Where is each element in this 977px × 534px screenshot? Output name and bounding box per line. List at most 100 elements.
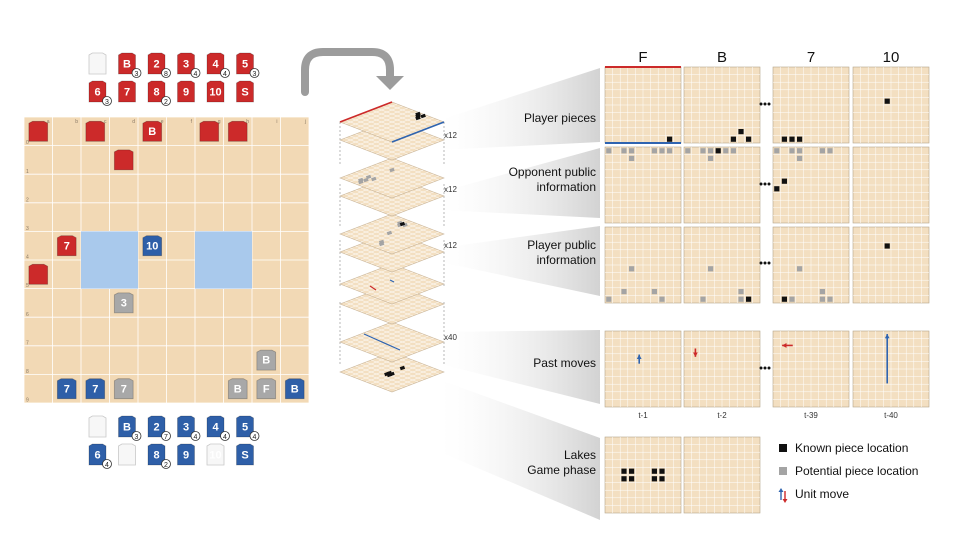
ellipsis-dot	[763, 366, 767, 370]
piece-label: 2	[153, 421, 159, 433]
move-arrow	[369, 285, 377, 291]
potential-mark	[378, 239, 385, 245]
feature-panel	[604, 226, 682, 304]
game-piece: 28	[147, 52, 171, 78]
layer-grid	[376, 245, 429, 267]
layer-grid	[386, 323, 439, 345]
feature-panel	[683, 330, 761, 408]
known-mark	[399, 365, 406, 371]
potential-cell	[708, 155, 714, 161]
row-label: 8	[26, 369, 29, 375]
icon-head	[782, 499, 788, 503]
column-label: g	[218, 119, 221, 125]
column-header: F	[638, 49, 647, 66]
count-badge-label: 8	[164, 71, 168, 78]
count-badge-label: 2	[164, 462, 168, 469]
potential-cell	[651, 289, 657, 295]
game-piece: 9	[177, 443, 195, 466]
layer-grid	[381, 117, 434, 139]
known-cell	[629, 468, 635, 474]
piece-label: 5	[242, 421, 248, 433]
time-label: t-2	[717, 411, 727, 420]
known-mark	[389, 371, 395, 377]
potential-cell	[629, 148, 635, 154]
layer-grid	[371, 333, 424, 355]
piece-body	[113, 292, 134, 314]
row-label-line: information	[537, 253, 596, 267]
piece-body	[118, 80, 136, 103]
game-piece	[88, 52, 107, 75]
column-label: f	[191, 119, 193, 125]
count-badge-label: 4	[253, 434, 257, 441]
potential-cell	[723, 148, 729, 154]
layer-grid	[386, 159, 439, 181]
piece-body	[199, 120, 220, 142]
potential-cell	[629, 155, 635, 161]
row-label: 0	[26, 140, 29, 146]
row-label-line: Opponent public	[509, 165, 596, 179]
layer-grid	[386, 119, 439, 141]
known-cell	[659, 468, 665, 474]
piece-label: B	[123, 421, 131, 433]
feature-panel	[604, 66, 682, 144]
layer-grid	[376, 269, 429, 291]
piece-label: 4	[212, 421, 219, 433]
row-label: 5	[26, 283, 29, 289]
time-label: t-39	[804, 411, 818, 420]
feature-panel	[604, 436, 682, 514]
layer-grid	[376, 171, 429, 193]
game-piece	[28, 263, 49, 285]
row-label: 3	[26, 226, 29, 232]
count-badge-label: 3	[135, 434, 139, 441]
layer-grid	[371, 187, 424, 209]
piece-label: 7	[64, 383, 70, 395]
layer-grid	[365, 361, 419, 383]
piece-label: 8	[153, 86, 159, 98]
row-label: Lakes Game phase	[527, 448, 596, 477]
game-piece: 9	[177, 80, 195, 103]
layer-grid	[381, 161, 434, 183]
game-piece: 82	[147, 443, 171, 469]
piece-body	[85, 378, 106, 400]
game-piece: B	[256, 349, 277, 371]
layer-grid	[381, 299, 434, 321]
count-badge	[220, 431, 230, 441]
feature-panel	[772, 146, 850, 224]
game-piece	[118, 443, 136, 466]
potential-cell	[819, 296, 825, 302]
ellipsis-dot	[767, 366, 771, 370]
row-label: 4	[26, 255, 29, 261]
layer-grid	[381, 105, 434, 127]
layer-grid	[386, 281, 439, 303]
layer-grid	[386, 301, 439, 323]
column-label: j	[304, 119, 306, 125]
piece-label: S	[241, 449, 248, 461]
layer-grid	[371, 221, 424, 243]
count-badge	[161, 68, 171, 78]
layer-grid	[381, 191, 434, 213]
count-badge	[161, 431, 171, 441]
feature-panel	[683, 146, 761, 224]
game-piece	[227, 120, 248, 142]
count-badge-label: 4	[223, 71, 227, 78]
game-piece: B3	[118, 52, 142, 78]
row-label-line: Game phase	[527, 463, 596, 477]
layer-grid	[371, 363, 424, 385]
game-piece: 34	[177, 52, 201, 78]
ellipsis-dot	[759, 366, 763, 370]
potential-cell	[774, 148, 780, 154]
piece-label: B	[148, 126, 156, 138]
piece-body	[177, 80, 195, 103]
projection-beam	[440, 68, 600, 150]
flag-edge	[391, 121, 445, 143]
game-piece: 7	[118, 80, 136, 103]
layer-grid	[386, 249, 439, 271]
known-mark	[415, 111, 421, 117]
game-piece: B	[227, 378, 248, 400]
game-piece: 10	[142, 235, 163, 257]
game-piece: 10	[206, 443, 225, 466]
row-label-line: Past moves	[533, 356, 596, 370]
feature-panel	[683, 436, 761, 514]
piece-label: B	[262, 355, 270, 367]
piece-label: 2	[153, 58, 159, 70]
